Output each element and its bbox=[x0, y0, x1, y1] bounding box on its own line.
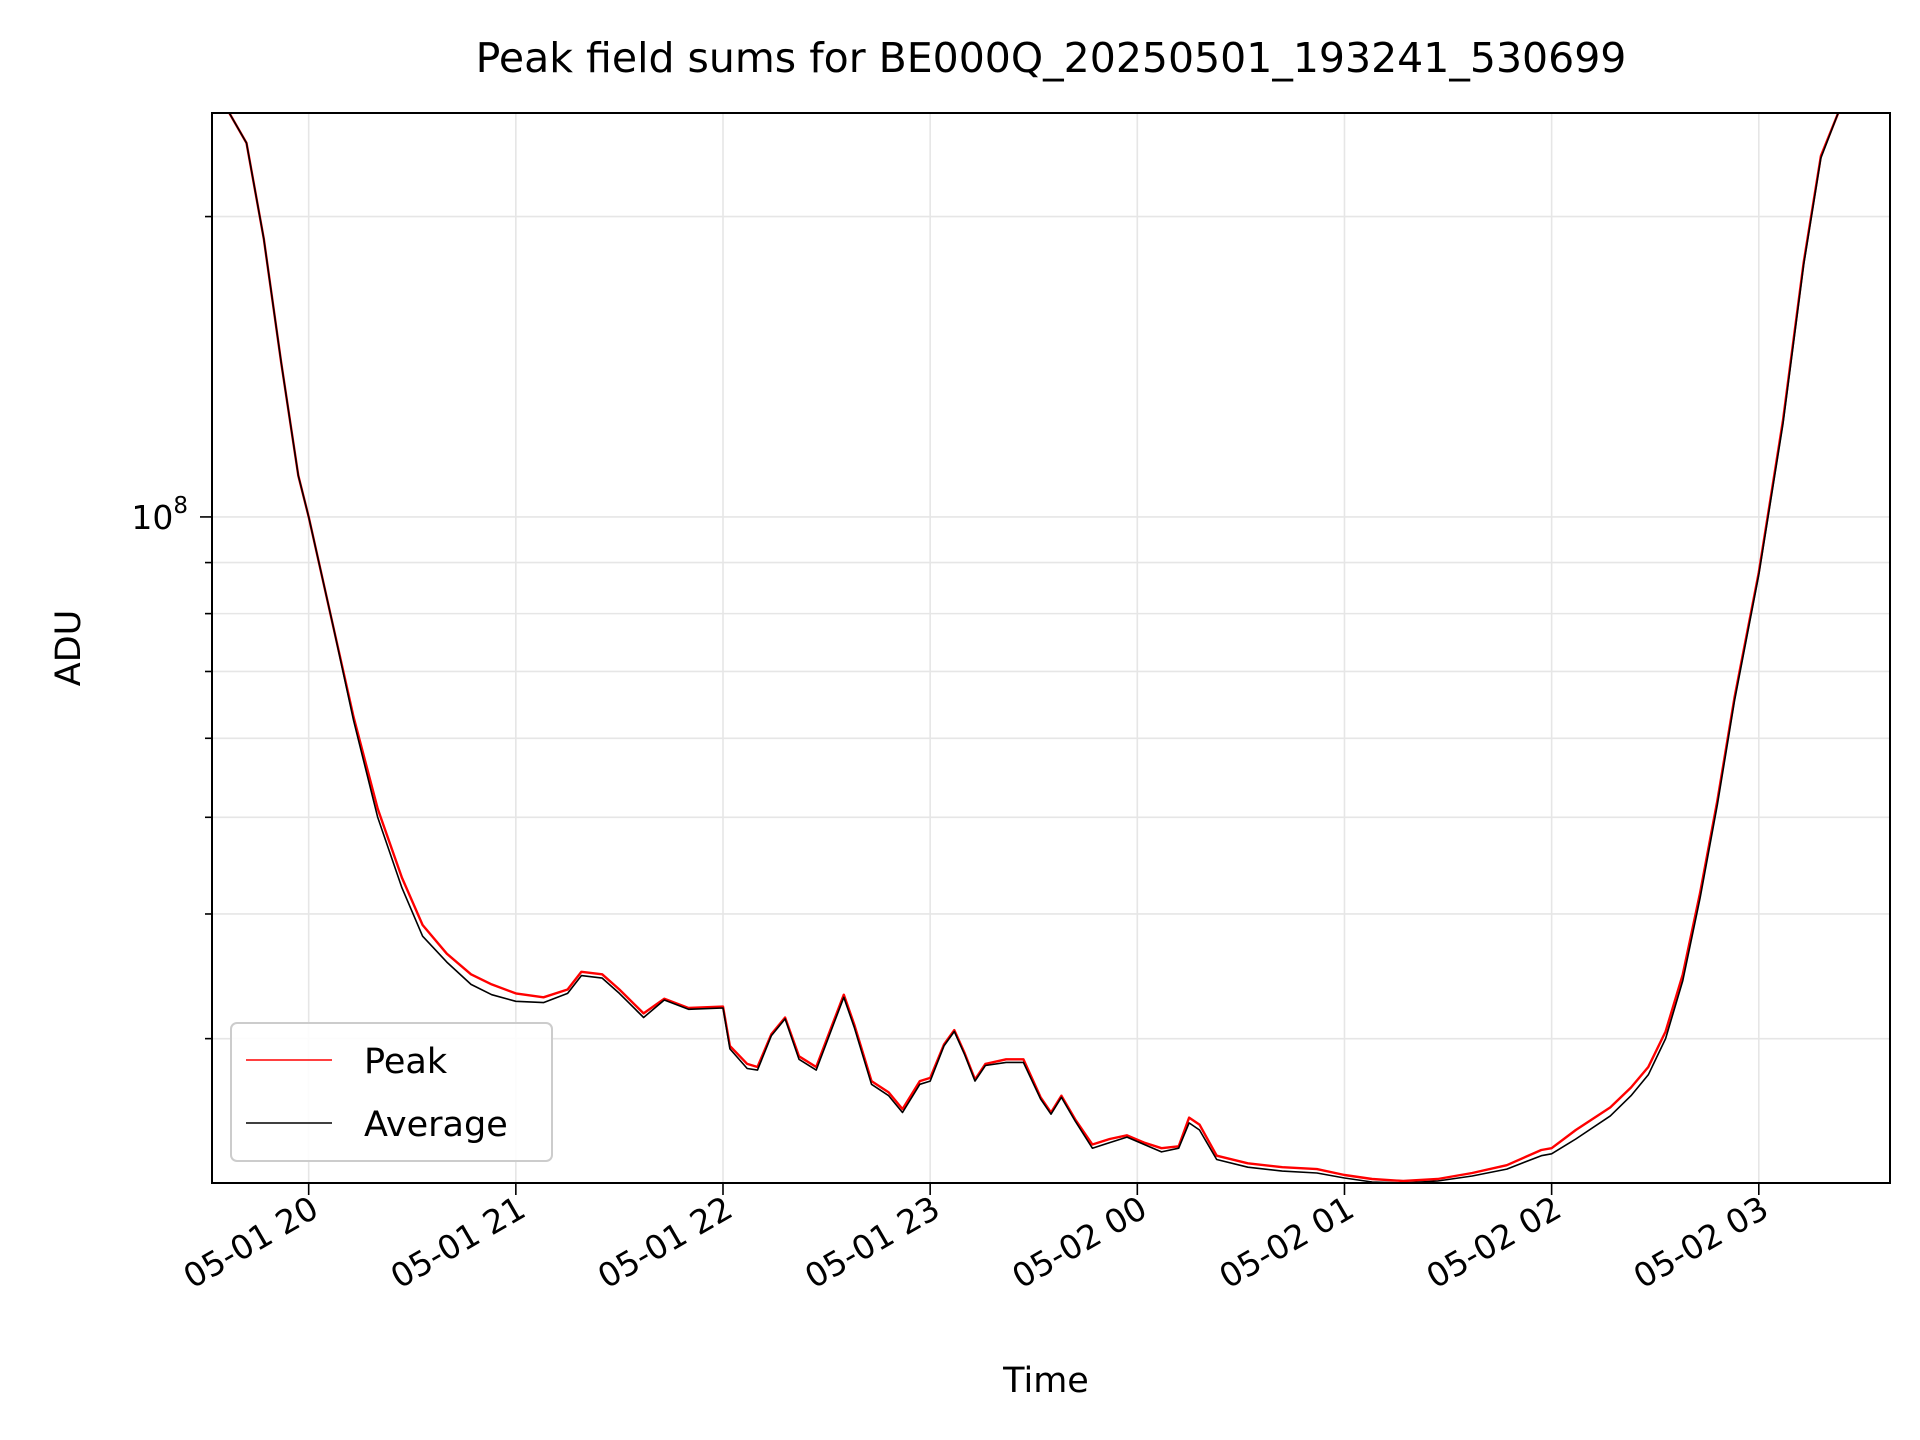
y-axis-label: ADU bbox=[49, 610, 89, 687]
legend: Peak Average bbox=[230, 1022, 553, 1162]
y-axis-ticks: 108 bbox=[131, 215, 212, 1040]
legend-box bbox=[230, 1022, 553, 1162]
legend-peak-label: Peak bbox=[364, 1042, 448, 1082]
legend-average-label: Average bbox=[364, 1105, 508, 1145]
plot-frame bbox=[211, 112, 1891, 1184]
series-line-average bbox=[228, 112, 1839, 1184]
x-axis-label: Time bbox=[1002, 1361, 1089, 1401]
y-tick-label: 108 bbox=[131, 493, 188, 537]
chart-title: Peak field sums for BE000Q_20250501_1932… bbox=[476, 34, 1627, 82]
plot-lines bbox=[228, 112, 1840, 1184]
